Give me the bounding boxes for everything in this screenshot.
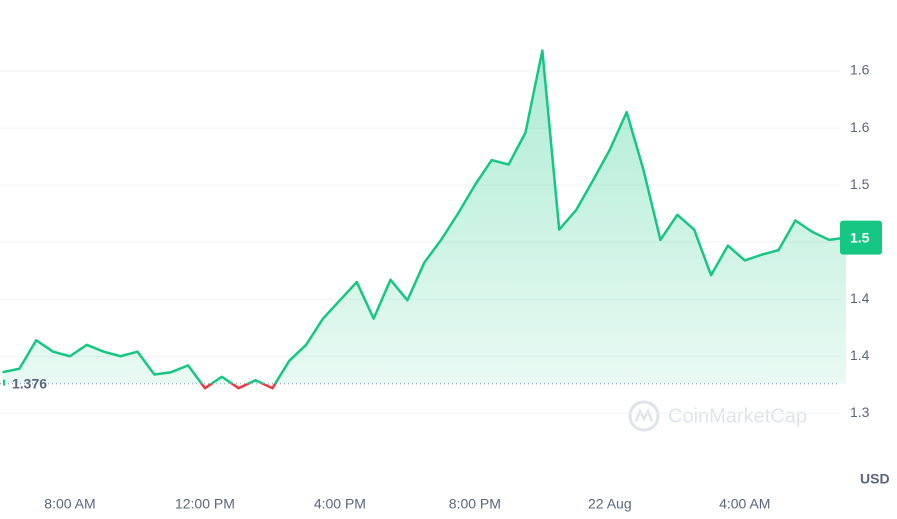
y-tick-label: 1.4 (850, 347, 870, 363)
x-tick-label: 4:00 AM (719, 496, 770, 512)
x-tick-label: 8:00 AM (44, 496, 95, 512)
area-fill (2, 50, 846, 384)
current-price-badge (840, 220, 882, 255)
watermark: CoinMarketCap (628, 400, 807, 432)
y-tick-label: 1.6 (850, 119, 870, 135)
x-tick-label: 4:00 PM (314, 496, 366, 512)
baseline-label: 1.376 (12, 375, 47, 391)
baseline-marker (3, 379, 5, 386)
x-tick-label: 8:00 PM (449, 496, 501, 512)
price-line (2, 49, 847, 384)
y-tick-label: 1.5 (850, 176, 870, 192)
y-tick-label: 1.3 (850, 404, 870, 420)
y-tick-label: 1.6 (850, 62, 870, 78)
x-tick-label: 22 Aug (588, 496, 632, 512)
watermark-text: CoinMarketCap (668, 405, 807, 427)
unit-label: USD (860, 471, 890, 487)
y-tick-label: 1.4 (850, 290, 870, 306)
x-tick-label: 12:00 PM (175, 496, 235, 512)
current-price-label: 1.5 (850, 229, 870, 245)
